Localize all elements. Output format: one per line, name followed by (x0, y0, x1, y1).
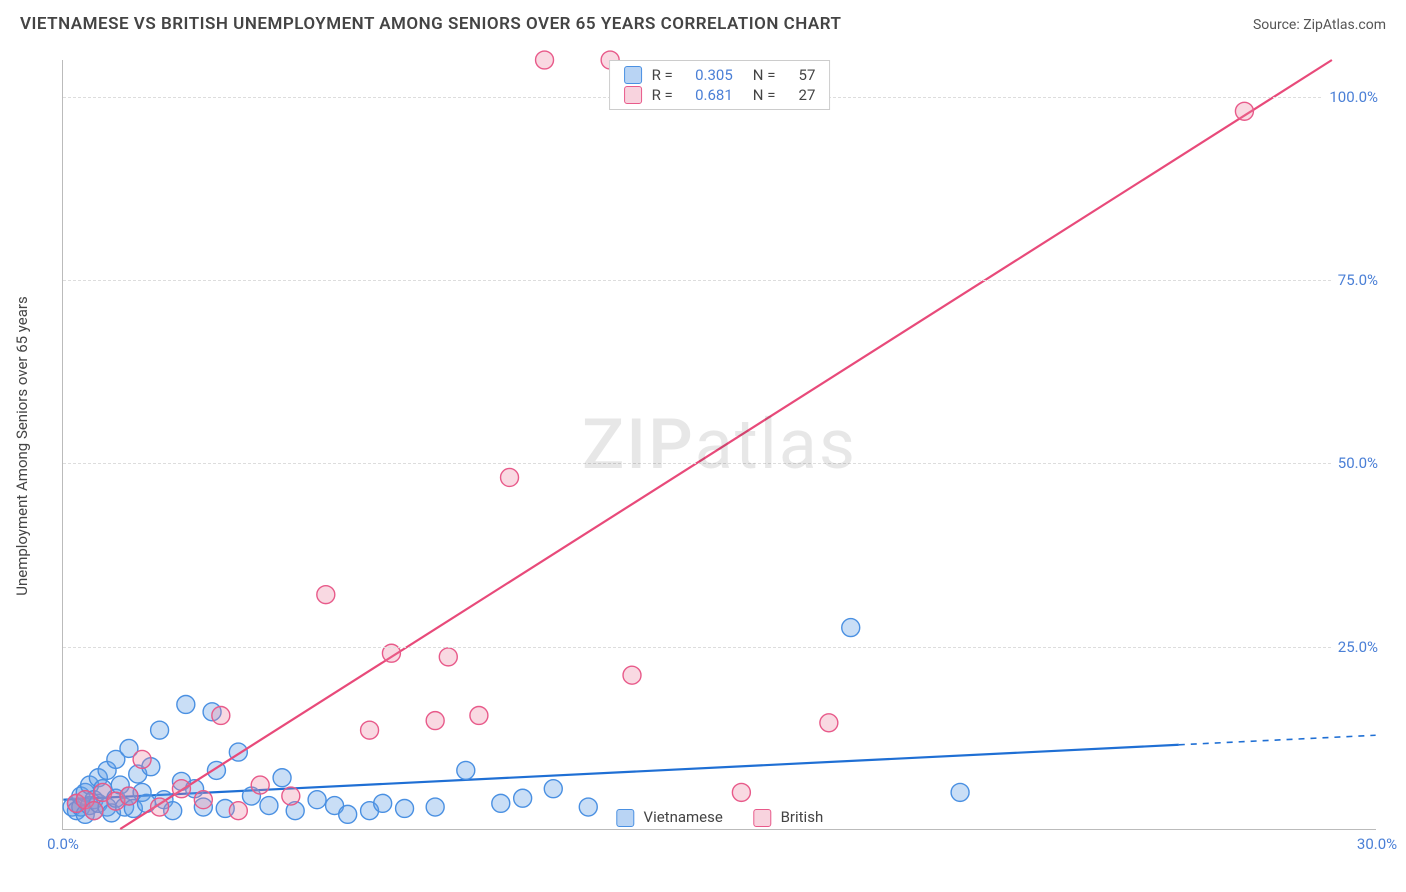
gridline (63, 280, 1376, 281)
data-point (361, 721, 379, 739)
correlation-chart: VIETNAMESE VS BRITISH UNEMPLOYMENT AMONG… (0, 0, 1406, 892)
r-value-british: 0.681 (683, 86, 733, 104)
ytick-label: 50.0% (1332, 454, 1378, 472)
data-point (120, 787, 138, 805)
data-point (317, 586, 335, 604)
data-point (492, 794, 510, 812)
stats-box: R = 0.305 N = 57 R = 0.681 N = 27 (609, 60, 831, 110)
plot-svg (63, 60, 1376, 829)
swatch-british-icon (753, 809, 771, 827)
legend: Vietnamese British (608, 808, 831, 827)
r-value-vietnamese: 0.305 (683, 66, 733, 84)
data-point (732, 783, 750, 801)
data-point (623, 666, 641, 684)
stats-row-vietnamese: R = 0.305 N = 57 (610, 65, 830, 85)
data-point (439, 648, 457, 666)
data-point (251, 776, 269, 794)
data-point (151, 721, 169, 739)
data-point (177, 696, 195, 714)
data-point (194, 791, 212, 809)
data-point (544, 780, 562, 798)
data-point (951, 783, 969, 801)
stats-row-british: R = 0.681 N = 27 (610, 85, 830, 105)
n-label: N = (753, 66, 776, 84)
series-british (67, 51, 1253, 820)
source-attribution: Source: ZipAtlas.com (1253, 17, 1386, 33)
gridline (63, 463, 1376, 464)
data-point (1235, 102, 1253, 120)
data-point (426, 798, 444, 816)
data-point (579, 798, 597, 816)
y-axis-label: Unemployment Among Seniors over 65 years (13, 296, 31, 595)
swatch-vietnamese-icon (624, 66, 642, 84)
xtick-label: 0.0% (47, 835, 79, 853)
data-point (339, 805, 357, 823)
trend-line-dashed-vietnamese (1179, 735, 1376, 745)
legend-label-british: British (781, 808, 824, 826)
title-bar: VIETNAMESE VS BRITISH UNEMPLOYMENT AMONG… (20, 14, 1386, 34)
data-point (85, 802, 103, 820)
xtick-label: 30.0% (1357, 835, 1397, 853)
legend-label-vietnamese: Vietnamese (644, 808, 723, 826)
data-point (229, 802, 247, 820)
data-point (501, 468, 519, 486)
n-label: N = (753, 86, 776, 104)
ytick-label: 100.0% (1323, 88, 1378, 106)
legend-item-vietnamese: Vietnamese (616, 808, 723, 827)
ytick-label: 25.0% (1332, 638, 1378, 656)
r-label: R = (652, 86, 673, 104)
data-point (536, 51, 554, 69)
r-label: R = (652, 66, 673, 84)
data-point (457, 761, 475, 779)
data-point (151, 798, 169, 816)
data-point (308, 791, 326, 809)
trend-line-british (120, 60, 1332, 829)
data-point (374, 794, 392, 812)
n-value-vietnamese: 57 (785, 66, 815, 84)
data-point (172, 780, 190, 798)
source-prefix: Source: (1253, 17, 1303, 33)
data-point (470, 706, 488, 724)
source-name: ZipAtlas.com (1303, 17, 1386, 33)
swatch-vietnamese-icon (616, 809, 634, 827)
data-point (426, 712, 444, 730)
data-point (273, 769, 291, 787)
data-point (133, 750, 151, 768)
chart-title: VIETNAMESE VS BRITISH UNEMPLOYMENT AMONG… (20, 14, 841, 34)
data-point (820, 714, 838, 732)
n-value-british: 27 (785, 86, 815, 104)
swatch-british-icon (624, 86, 642, 104)
data-point (282, 787, 300, 805)
data-point (514, 789, 532, 807)
legend-item-british: British (753, 808, 823, 827)
gridline (63, 647, 1376, 648)
ytick-label: 75.0% (1332, 271, 1378, 289)
data-point (842, 619, 860, 637)
data-point (212, 706, 230, 724)
data-point (260, 797, 278, 815)
plot-area: ZIPatlas R = 0.305 N = 57 R = 0.681 N = … (62, 60, 1376, 830)
data-point (396, 800, 414, 818)
